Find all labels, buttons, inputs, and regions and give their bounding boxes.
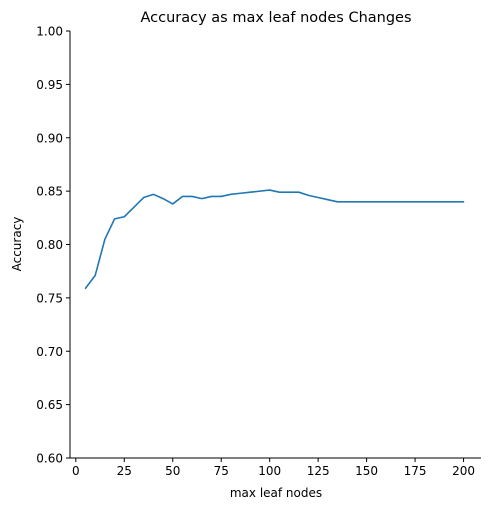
x-axis-label: max leaf nodes [230, 486, 322, 500]
y-tick-label: 0.80 [36, 238, 63, 252]
x-tick-label: 150 [355, 464, 378, 478]
x-tick-label: 125 [307, 464, 330, 478]
x-tick-label: 75 [214, 464, 229, 478]
x-tick-label: 0 [72, 464, 80, 478]
y-tick-label: 1.00 [36, 25, 63, 39]
y-tick-label: 0.70 [36, 345, 63, 359]
x-axis-ticks: 0 25 50 75 100 125 150 175 200 [72, 458, 475, 478]
y-tick-label: 0.65 [36, 398, 63, 412]
y-tick-label: 0.75 [36, 291, 63, 305]
y-tick-label: 0.60 [36, 452, 63, 466]
y-axis-ticks: 0.60 0.65 0.70 0.75 0.80 0.85 0.90 0.95 1.00 [36, 25, 70, 466]
y-tick-label: 0.85 [36, 185, 63, 199]
y-tick-label: 0.95 [36, 78, 63, 92]
x-tick-label: 175 [404, 464, 427, 478]
y-tick-label: 0.90 [36, 131, 63, 145]
x-tick-label: 200 [452, 464, 475, 478]
accuracy-series-line [84, 189, 465, 290]
x-tick-label: 100 [258, 464, 281, 478]
series-layer [84, 189, 465, 290]
y-axis-label: Accuracy [10, 217, 24, 272]
x-tick-label: 25 [117, 464, 132, 478]
x-tick-label: 50 [165, 464, 180, 478]
chart-title: Accuracy as max leaf nodes Changes [140, 10, 411, 26]
